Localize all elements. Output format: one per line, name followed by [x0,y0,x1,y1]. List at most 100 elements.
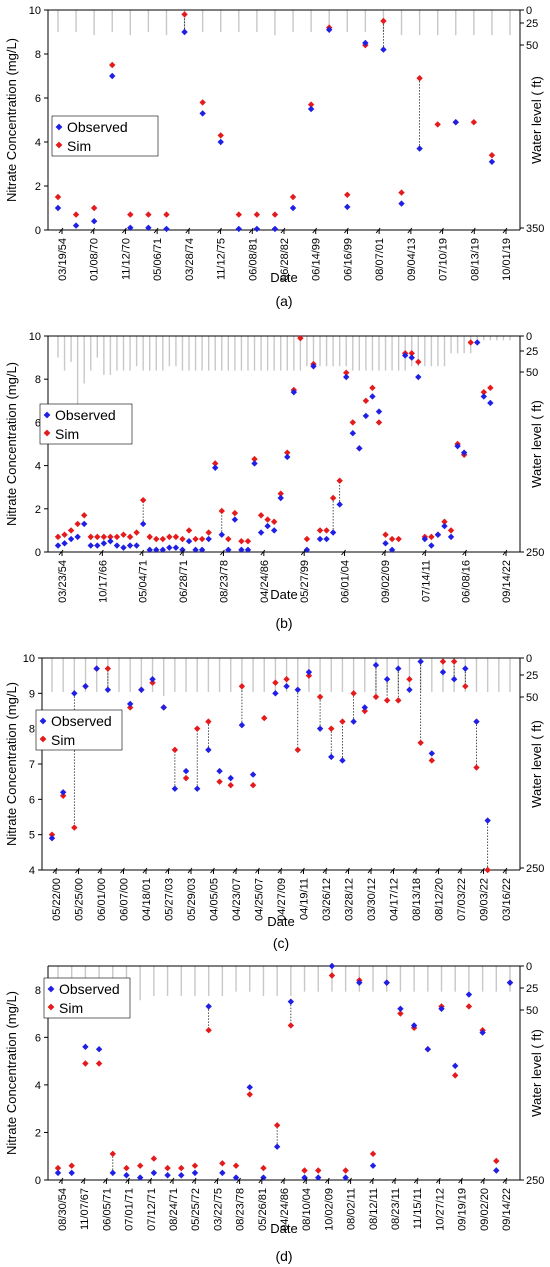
sim-point [303,535,311,543]
sim-point [244,538,252,545]
y-tick-label: 2 [35,181,41,193]
observed-point [219,1169,226,1177]
y2-tick-label: 50 [526,367,538,379]
sim-point [315,1167,322,1174]
y-axis-title: Nitrate Concentration (mg/L) [4,682,19,846]
x-tick-label: 09/03/22 [479,878,491,921]
observed-point [271,225,279,233]
observed-point [484,817,491,824]
y2-axis-title: Water level ( ft) [529,1029,544,1117]
sim-point [171,746,179,754]
x-tick-label: 04/27/09 [276,878,288,921]
sim-point [473,764,480,771]
sim-point [339,718,346,725]
observed-point [316,725,324,732]
x-axis-title: Date [270,270,297,285]
observed-point [424,1046,432,1053]
observed-point [104,686,112,693]
x-tick-label: 08/07/01 [374,238,386,281]
axis-break-mark [147,1177,153,1184]
observed-point [212,464,219,471]
observed-point [401,352,409,359]
x-tick-label: 05/25/00 [74,878,86,921]
y2-tick-label: 50 [526,1005,538,1017]
legend-sim-marker [55,141,63,149]
y2-axis-title: Water level ( ft) [529,400,544,488]
sim-point [251,455,258,463]
x-tick-label: 03/28/12 [344,878,356,921]
y2-tick-label: 0 [526,653,532,665]
sim-point [349,419,356,426]
observed-point [273,1143,281,1150]
axis-break-mark [312,227,318,234]
sim-point [439,658,447,665]
axis-break-mark [502,549,508,556]
axis-break-mark [375,227,381,234]
legend-observed-marker [39,717,47,725]
axis-break-mark [413,1177,419,1184]
x-tick-label: 06/28/71 [178,560,190,603]
sim-point [246,1091,253,1098]
sim-point [362,397,370,404]
x-tick-label: 04/24/86 [259,560,271,603]
sim-point [465,1003,473,1010]
axis-break-mark [236,1177,241,1184]
y-tick-label: 6 [29,794,35,806]
observed-point [369,1162,377,1169]
sim-point [301,1167,308,1174]
y-tick-label: 4 [35,137,41,149]
sim-point [316,527,324,534]
x-tick-label: 06/14/99 [311,238,323,281]
observed-point [172,544,180,551]
observed-point [205,1003,212,1010]
sim-point [68,1162,75,1169]
axis-break-mark [502,227,508,234]
sim-point [123,1164,130,1172]
x-tick-label: 07/14/11 [420,560,432,602]
panel-label: (d) [275,1248,292,1264]
x-tick-label: 08/24/71 [168,1188,180,1231]
x-tick-label: 08/12/20 [434,878,446,921]
axis-break-mark [502,867,508,874]
x-tick-label: 09/02/09 [380,560,392,603]
observed-point [416,145,423,152]
axis-break-mark [139,549,145,556]
observed-point [150,1169,158,1177]
y-tick-label: 8 [35,374,41,386]
observed-point [408,354,415,361]
axis-break-mark [258,1177,264,1184]
legend-sim-label: Sim [51,732,75,748]
x-tick-label: 05/06/71 [152,238,164,281]
observed-point [361,704,368,711]
sim-point [126,533,134,541]
axis-break-mark [436,1177,441,1184]
y-tick-label: 8 [35,49,41,61]
sim-point [104,665,112,672]
sim-point [164,1164,171,1172]
x-tick-label: 04/23/07 [231,878,243,921]
chart-panel-c: 4 5 6 7 8 9 10 0 25 50 250 05/22/00 05/25/00 06/01/00… [4,653,544,951]
observed-point [294,686,301,693]
observed-point [109,1169,116,1177]
axis-break-mark [280,1177,286,1184]
legend-observed-label: Observed [67,119,128,135]
observed-point [113,542,121,549]
y2-tick-label: 50 [526,40,538,52]
observed-point [380,46,387,53]
y-tick-label: 0 [35,225,41,237]
y-tick-label: 10 [29,331,41,343]
legend-sim-label: Sim [67,138,91,154]
x-tick-label: 05/29/03 [186,878,198,921]
observed-point [336,501,343,508]
sim-point [484,866,491,874]
sim-point [289,193,297,201]
x-tick-label: 01/08/70 [89,238,101,281]
observed-point [372,661,380,669]
sim-point [297,334,304,342]
x-tick-label: 05/22/00 [51,878,63,921]
axis-break-mark [277,867,283,874]
sim-point [462,683,469,690]
axis-break-mark [58,227,64,234]
axis-break-mark [407,227,413,234]
observed-point [264,522,271,530]
